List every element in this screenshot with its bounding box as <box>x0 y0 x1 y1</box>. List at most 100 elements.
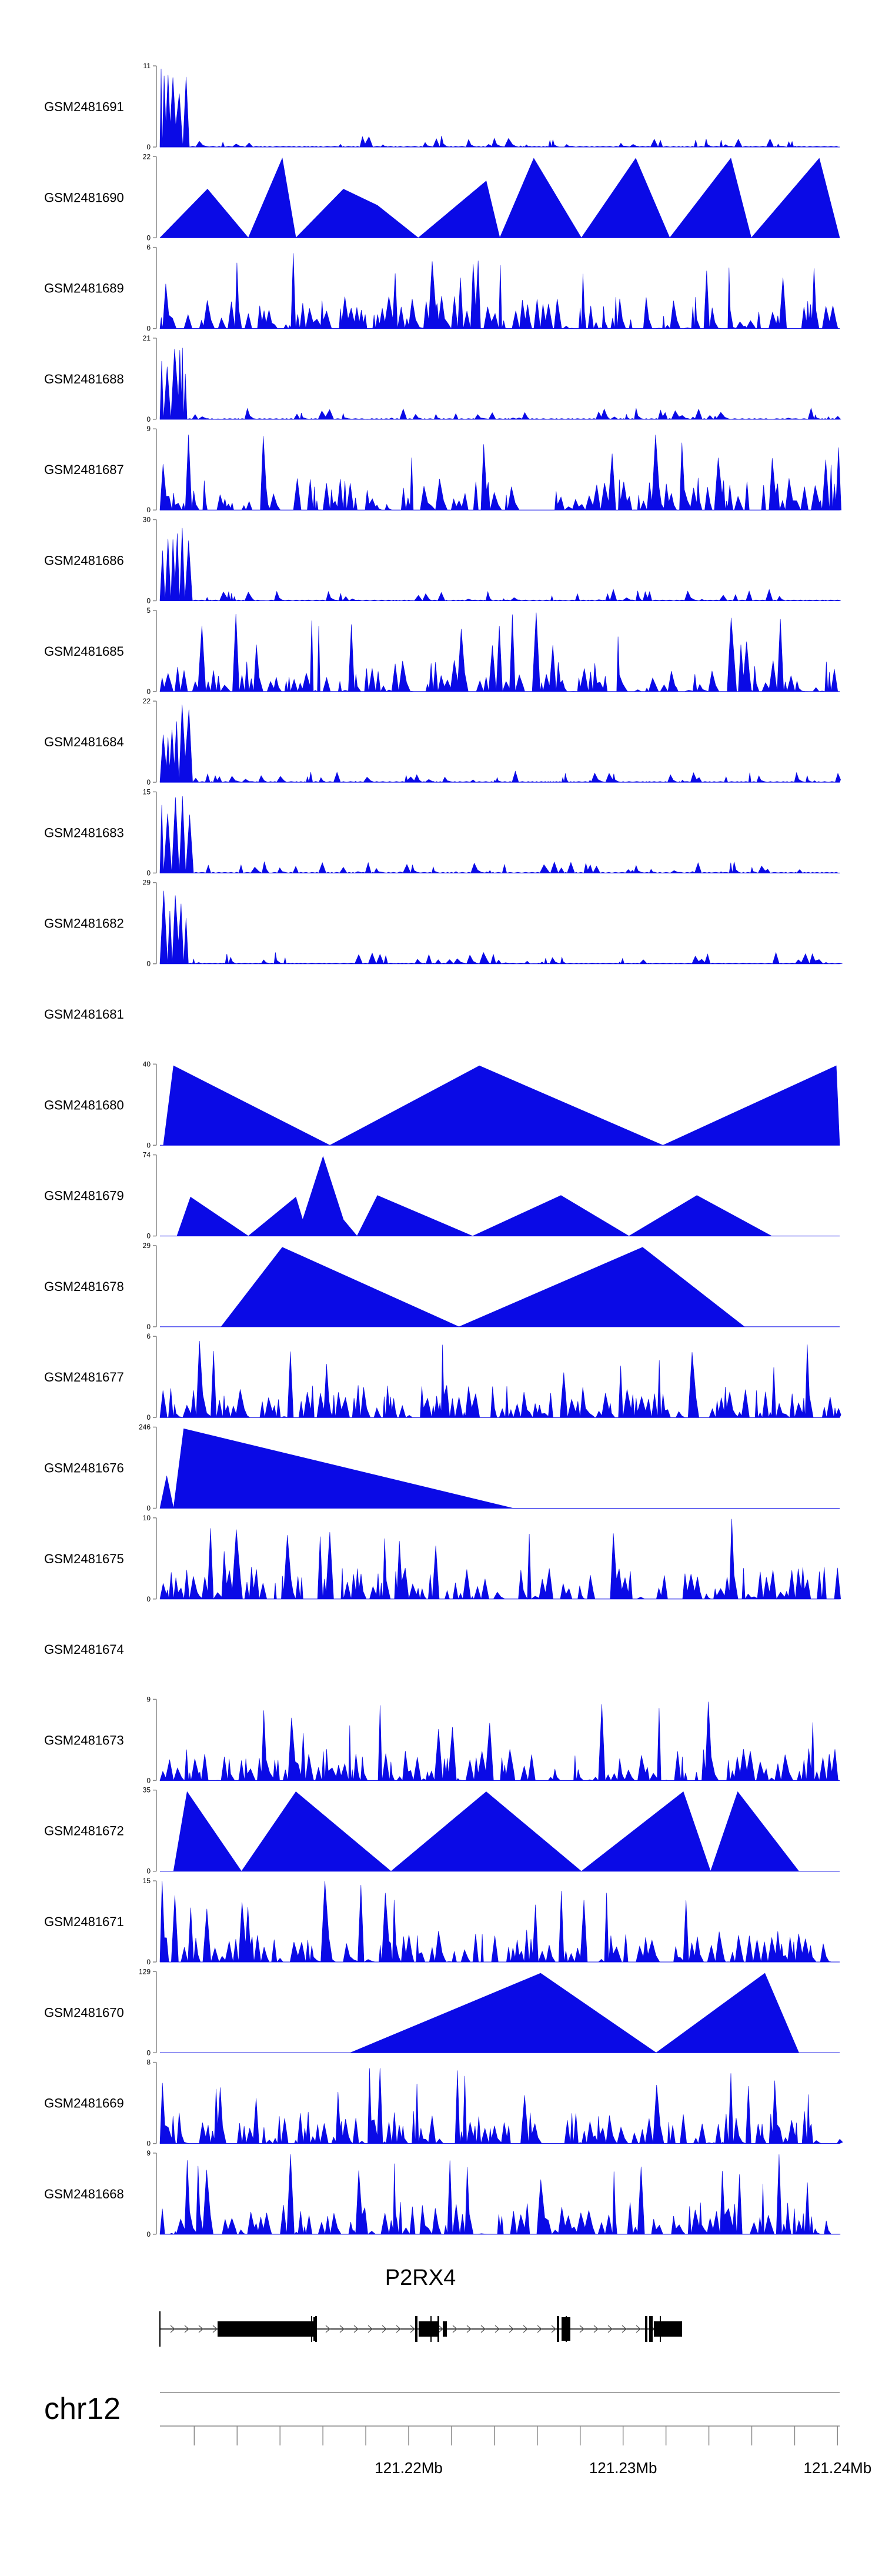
track-coverage-area <box>159 434 841 511</box>
track-coverage-area <box>163 1065 840 1146</box>
gene-exon <box>315 2316 317 2342</box>
track-ymax-label: 30 <box>143 516 151 524</box>
track-ymax-label: 22 <box>143 697 151 705</box>
track-ymax-label: 35 <box>143 1786 151 1794</box>
gene-exon <box>415 2316 417 2342</box>
gene-strand-arrow <box>480 2325 486 2333</box>
gene-strand-arrow <box>579 2325 584 2333</box>
track-ymax-label: 9 <box>146 1695 151 1703</box>
track-ymax-label: 9 <box>146 2149 151 2157</box>
track-coverage-area <box>159 253 840 329</box>
gene-strand-arrow <box>212 2325 218 2333</box>
track-coverage-area <box>159 158 840 239</box>
track-label: GSM2481681 <box>44 1007 124 1022</box>
gene-exon <box>654 2321 682 2337</box>
track-label: GSM2481674 <box>44 1642 124 1657</box>
track-zero-label: 0 <box>146 869 151 877</box>
genome-axis-label: 121.23Mb <box>589 2459 657 2477</box>
track-ymax-label: 15 <box>143 788 151 796</box>
track-coverage-area <box>159 2068 843 2144</box>
track-label: GSM2481687 <box>44 462 124 477</box>
track-GSM2481682: GSM2481682 29 0 <box>44 879 843 968</box>
track-coverage-area <box>159 348 841 421</box>
genome-axis-track: chr12 121.22Mb 121.23Mb 121.24Mb <box>44 2392 871 2477</box>
track-zero-label: 0 <box>146 1141 151 1149</box>
track-coverage-area <box>159 1519 841 1600</box>
track-ymax-label: 11 <box>143 62 151 70</box>
gene-model-track: P2RX4 <box>159 2265 682 2347</box>
gene-exon <box>645 2316 647 2342</box>
track-zero-label: 0 <box>146 960 151 968</box>
track-label: GSM2481673 <box>44 1733 124 1747</box>
track-coverage-area <box>159 528 841 602</box>
track-label: GSM2481669 <box>44 2096 124 2111</box>
track-GSM2481689: GSM2481689 6 0 <box>44 243 840 333</box>
track-zero-label: 0 <box>146 1413 151 1422</box>
track-zero-label: 0 <box>146 233 151 242</box>
gene-strand-arrow <box>368 2325 373 2333</box>
track-GSM2481684: GSM2481684 22 0 <box>44 697 841 786</box>
track-GSM2481678: GSM2481678 29 0 <box>44 1242 840 1331</box>
track-coverage-area <box>159 612 840 692</box>
track-GSM2481687: GSM2481687 9 0 <box>44 425 841 514</box>
track-GSM2481668: GSM2481668 9 0 <box>44 2149 841 2238</box>
track-label: GSM2481689 <box>44 281 124 296</box>
gene-strand-arrow <box>339 2325 345 2333</box>
track-coverage-area <box>159 705 841 783</box>
track-zero-label: 0 <box>146 2048 151 2057</box>
track-GSM2481672: GSM2481672 35 0 <box>44 1786 840 1876</box>
track-zero-label: 0 <box>146 506 151 514</box>
track-ymax-label: 129 <box>139 1967 151 1976</box>
track-coverage-area <box>159 1340 841 1419</box>
track-GSM2481676: GSM2481676 246 0 <box>44 1423 840 1513</box>
track-zero-label: 0 <box>146 2140 151 2148</box>
track-coverage-area <box>159 1701 840 1781</box>
gene-name-label: P2RX4 <box>385 2265 456 2290</box>
gene-exon <box>218 2321 313 2337</box>
track-coverage-area <box>159 1428 514 1509</box>
gene-strand-arrow <box>382 2325 387 2333</box>
track-zero-label: 0 <box>146 1867 151 1876</box>
gene-exon <box>419 2321 439 2337</box>
track-label: GSM2481671 <box>44 1914 124 1929</box>
track-label: GSM2481678 <box>44 1279 124 1294</box>
track-coverage-area <box>159 890 843 965</box>
track-ymax-label: 15 <box>143 1877 151 1885</box>
track-GSM2481670: GSM2481670 129 0 <box>44 1967 840 2057</box>
gene-strand-arrow <box>410 2325 415 2333</box>
track-coverage-area <box>159 68 840 148</box>
track-zero-label: 0 <box>146 1504 151 1513</box>
track-label: GSM2481685 <box>44 644 124 659</box>
track-ymax-label: 9 <box>146 425 151 433</box>
gene-strand-arrow <box>353 2325 359 2333</box>
track-zero-label: 0 <box>146 1595 151 1603</box>
track-GSM2481671: GSM2481671 15 0 <box>44 1877 840 1966</box>
track-GSM2481685: GSM2481685 5 0 <box>44 606 840 696</box>
chromosome-label: chr12 <box>44 2392 121 2426</box>
track-ymax-label: 74 <box>143 1151 151 1159</box>
track-coverage-area <box>159 1881 840 1963</box>
track-label: GSM2481688 <box>44 372 124 386</box>
gene-strand-arrow <box>636 2325 641 2333</box>
gene-exon <box>649 2316 653 2342</box>
track-coverage-area <box>176 1156 772 1237</box>
track-label: GSM2481672 <box>44 1824 124 1838</box>
gene-exon <box>443 2321 447 2337</box>
gene-exon <box>311 2316 312 2342</box>
track-label: GSM2481668 <box>44 2187 124 2201</box>
track-GSM2481679: GSM2481679 74 0 <box>44 1151 840 1240</box>
track-GSM2481681: GSM2481681 <box>44 1007 124 1022</box>
track-label: GSM2481686 <box>44 553 124 568</box>
track-GSM2481673: GSM2481673 9 0 <box>44 1695 840 1784</box>
gene-strand-arrow <box>466 2325 472 2333</box>
coverage-tracks: GSM2481691110GSM2481690220GSM248168960GS… <box>44 62 843 2238</box>
track-label: GSM2481691 <box>44 99 124 114</box>
track-GSM2481675: GSM2481675 10 0 <box>44 1514 841 1603</box>
genome-axis-label: 121.24Mb <box>804 2459 872 2477</box>
track-ymax-label: 21 <box>143 334 151 342</box>
track-ymax-label: 6 <box>146 1332 151 1340</box>
track-ymax-label: 10 <box>143 1514 151 1522</box>
gene-strand-arrow <box>607 2325 613 2333</box>
gene-strand-arrow <box>170 2325 175 2333</box>
track-GSM2481677: GSM2481677 6 0 <box>44 1332 841 1422</box>
